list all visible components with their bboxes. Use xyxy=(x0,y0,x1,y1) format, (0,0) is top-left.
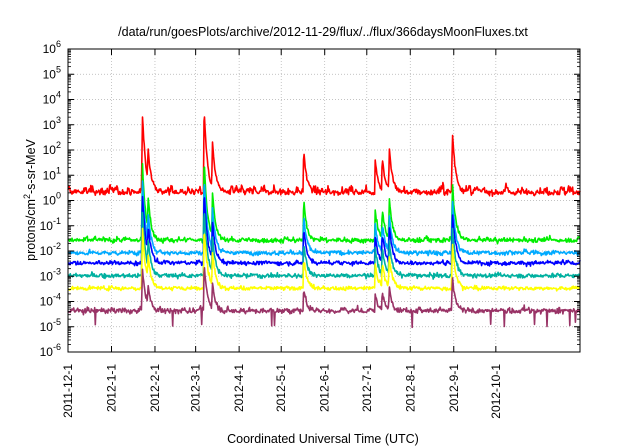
series-layer xyxy=(67,116,581,329)
x-tick-label: 2012-3-1 xyxy=(189,364,203,412)
x-tick-label: 2012-1-1 xyxy=(104,364,118,412)
series-line-3 xyxy=(67,180,581,257)
y-tick-label: 103 xyxy=(43,115,61,132)
y-tick-label: 105 xyxy=(43,64,61,81)
series-line-6 xyxy=(67,227,581,292)
x-tick-label: 2012-8-1 xyxy=(403,364,417,412)
series-line-5 xyxy=(67,211,581,280)
y-tick-label: 10-6 xyxy=(40,342,61,359)
y-tick-label: 101 xyxy=(43,165,61,182)
y-tick-label: 10-2 xyxy=(40,241,61,258)
x-tick-label: 2012-9-1 xyxy=(447,364,461,412)
y-tick-label: 10-4 xyxy=(40,292,61,309)
y-axis-label: protons/cm2-s-sr-MeV xyxy=(22,138,38,260)
y-tick-label: 100 xyxy=(43,191,61,208)
y-axis-label-sup: 2 xyxy=(22,194,32,199)
ticks: 10-6 10-5 10-4 10-3 10-2 10-1 100 101 102 103 104 1… xyxy=(40,39,580,419)
x-tick-label: 2012-10-1 xyxy=(489,364,503,419)
y-tick-label: 10-1 xyxy=(40,216,61,233)
x-tick-label: 2012-5-1 xyxy=(274,364,288,412)
series-line-7 xyxy=(67,266,581,329)
series-line-2 xyxy=(67,162,581,245)
series-line-1 xyxy=(67,116,581,197)
y-tick-label: 104 xyxy=(43,90,61,107)
series-line-4 xyxy=(67,195,581,268)
y-axis-label-prefix: protons/cm xyxy=(24,199,38,261)
y-tick-label: 102 xyxy=(43,140,61,157)
x-axis-label: Coordinated Universal Time (UTC) xyxy=(227,432,419,446)
x-tick-label: 2011-12-1 xyxy=(61,364,75,418)
y-tick-label: 10-5 xyxy=(40,317,61,334)
x-tick-label: 2012-7-1 xyxy=(360,364,374,412)
chart-title: /data/run/goesPlots/archive/2012-11-29/f… xyxy=(118,25,528,39)
x-tick-label: 2012-2-1 xyxy=(148,364,162,412)
x-tick-label: 2012-4-1 xyxy=(232,364,246,412)
y-tick-label: 10-3 xyxy=(40,266,61,283)
x-tick-label: 2012-6-1 xyxy=(318,364,332,412)
y-axis-label-suffix: -s-sr-MeV xyxy=(24,138,38,194)
y-tick-label: 106 xyxy=(43,39,61,56)
